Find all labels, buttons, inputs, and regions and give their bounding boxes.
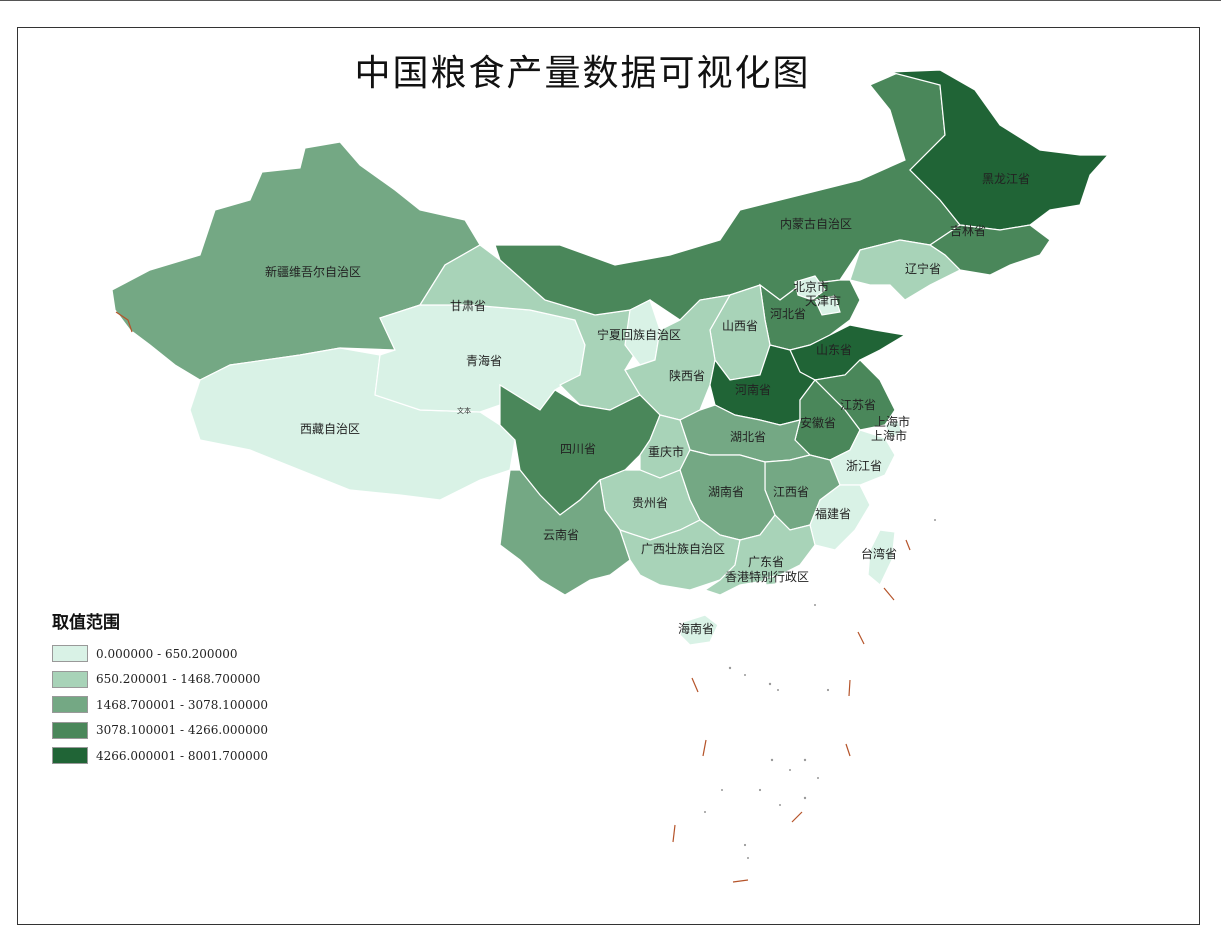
label-small-text: 文本 (457, 406, 471, 415)
label-heilongjiang: 黑龙江省 (982, 172, 1030, 186)
label-gansu: 甘肃省 (450, 299, 486, 313)
label-neimenggu: 内蒙古自治区 (780, 216, 852, 231)
legend-item: 1468.700001 - 3078.100000 (52, 692, 268, 718)
label-yunnan: 云南省 (543, 527, 579, 542)
label-guangdong: 广东省 (748, 555, 784, 569)
top-border-line (0, 0, 1221, 1)
province-tianjin[interactable] (814, 295, 841, 316)
label-shanghai-2: 上海市 (871, 428, 907, 443)
province-liaoning[interactable] (849, 239, 962, 301)
label-hubei: 湖北省 (730, 429, 766, 444)
label-xizang: 西藏自治区 (300, 422, 360, 436)
label-sichuan: 四川省 (560, 442, 596, 456)
label-hongkong: 香港特别行政区 (725, 569, 809, 584)
legend-label: 1468.700001 - 3078.100000 (96, 697, 269, 712)
map-title: 中国粮食产量数据可视化图 (354, 53, 811, 94)
province-hongkong[interactable] (764, 575, 777, 586)
legend-item: 0.000000 - 650.200000 (52, 641, 268, 667)
label-jilin: 吉林省 (950, 224, 986, 238)
label-shaanxi: 陕西省 (669, 368, 705, 383)
label-hainan: 海南省 (678, 621, 714, 636)
label-anhui: 安徽省 (800, 415, 836, 430)
legend-item: 3078.100001 - 4266.000000 (52, 718, 268, 744)
label-tianjin: 天津市 (805, 293, 841, 308)
label-shanxi: 山西省 (722, 319, 758, 333)
legend-label: 3078.100001 - 4266.000000 (96, 723, 269, 738)
label-guangxi: 广西壮族自治区 (641, 542, 725, 556)
legend-swatch (52, 696, 88, 714)
label-beijing: 北京市 (793, 279, 829, 294)
province-sichuan[interactable] (499, 383, 661, 516)
label-jiangxi: 江西省 (773, 485, 809, 499)
legend-swatch (52, 645, 88, 663)
province-xizang[interactable] (189, 347, 516, 501)
label-shandong: 山东省 (816, 343, 852, 357)
label-taiwan: 台湾省 (861, 546, 897, 561)
province-beijing[interactable] (794, 275, 826, 301)
label-qinghai: 青海省 (466, 353, 502, 368)
legend: 取值范围 0.000000 - 650.200000 650.200001 - … (52, 608, 268, 769)
label-zhejiang: 浙江省 (846, 459, 882, 473)
south-china-sea-lines (115, 311, 911, 883)
legend-label: 650.200001 - 1468.700000 (96, 672, 261, 687)
label-hunan: 湖南省 (708, 484, 744, 499)
legend-title: 取值范围 (52, 613, 120, 633)
legend-label: 4266.000001 - 8001.700000 (96, 748, 269, 763)
label-ningxia: 宁夏回族自治区 (597, 327, 681, 342)
province-shanghai[interactable] (884, 419, 903, 439)
legend-swatch (52, 721, 88, 739)
map-frame (17, 27, 1200, 925)
label-chongqing: 重庆市 (648, 444, 684, 459)
south-china-sea-islands (704, 519, 936, 859)
legend-swatch (52, 670, 88, 688)
province-guangdong[interactable] (703, 514, 816, 596)
legend-item: 4266.000001 - 8001.700000 (52, 743, 268, 769)
label-xinjiang: 新疆维吾尔自治区 (265, 264, 361, 279)
label-fujian: 福建省 (815, 506, 851, 521)
label-jiangsu: 江苏省 (840, 398, 876, 412)
province-hainan[interactable] (679, 614, 719, 646)
legend-item: 650.200001 - 1468.700000 (52, 667, 268, 693)
label-henan: 河南省 (735, 382, 771, 397)
province-taiwan[interactable] (867, 529, 896, 586)
province-labels: 黑龙江省 吉林省 辽宁省 内蒙古自治区 北京市 天津市 河北省 山东省 山西省 … (265, 172, 1030, 636)
label-hebei: 河北省 (770, 307, 806, 321)
province-heilongjiang[interactable] (889, 69, 1110, 231)
legend-label: 0.000000 - 650.200000 (96, 646, 238, 661)
label-liaoning: 辽宁省 (905, 261, 941, 276)
label-guizhou: 贵州省 (632, 496, 668, 510)
label-shanghai-1: 上海市 (874, 414, 910, 429)
legend-swatch (52, 747, 88, 765)
